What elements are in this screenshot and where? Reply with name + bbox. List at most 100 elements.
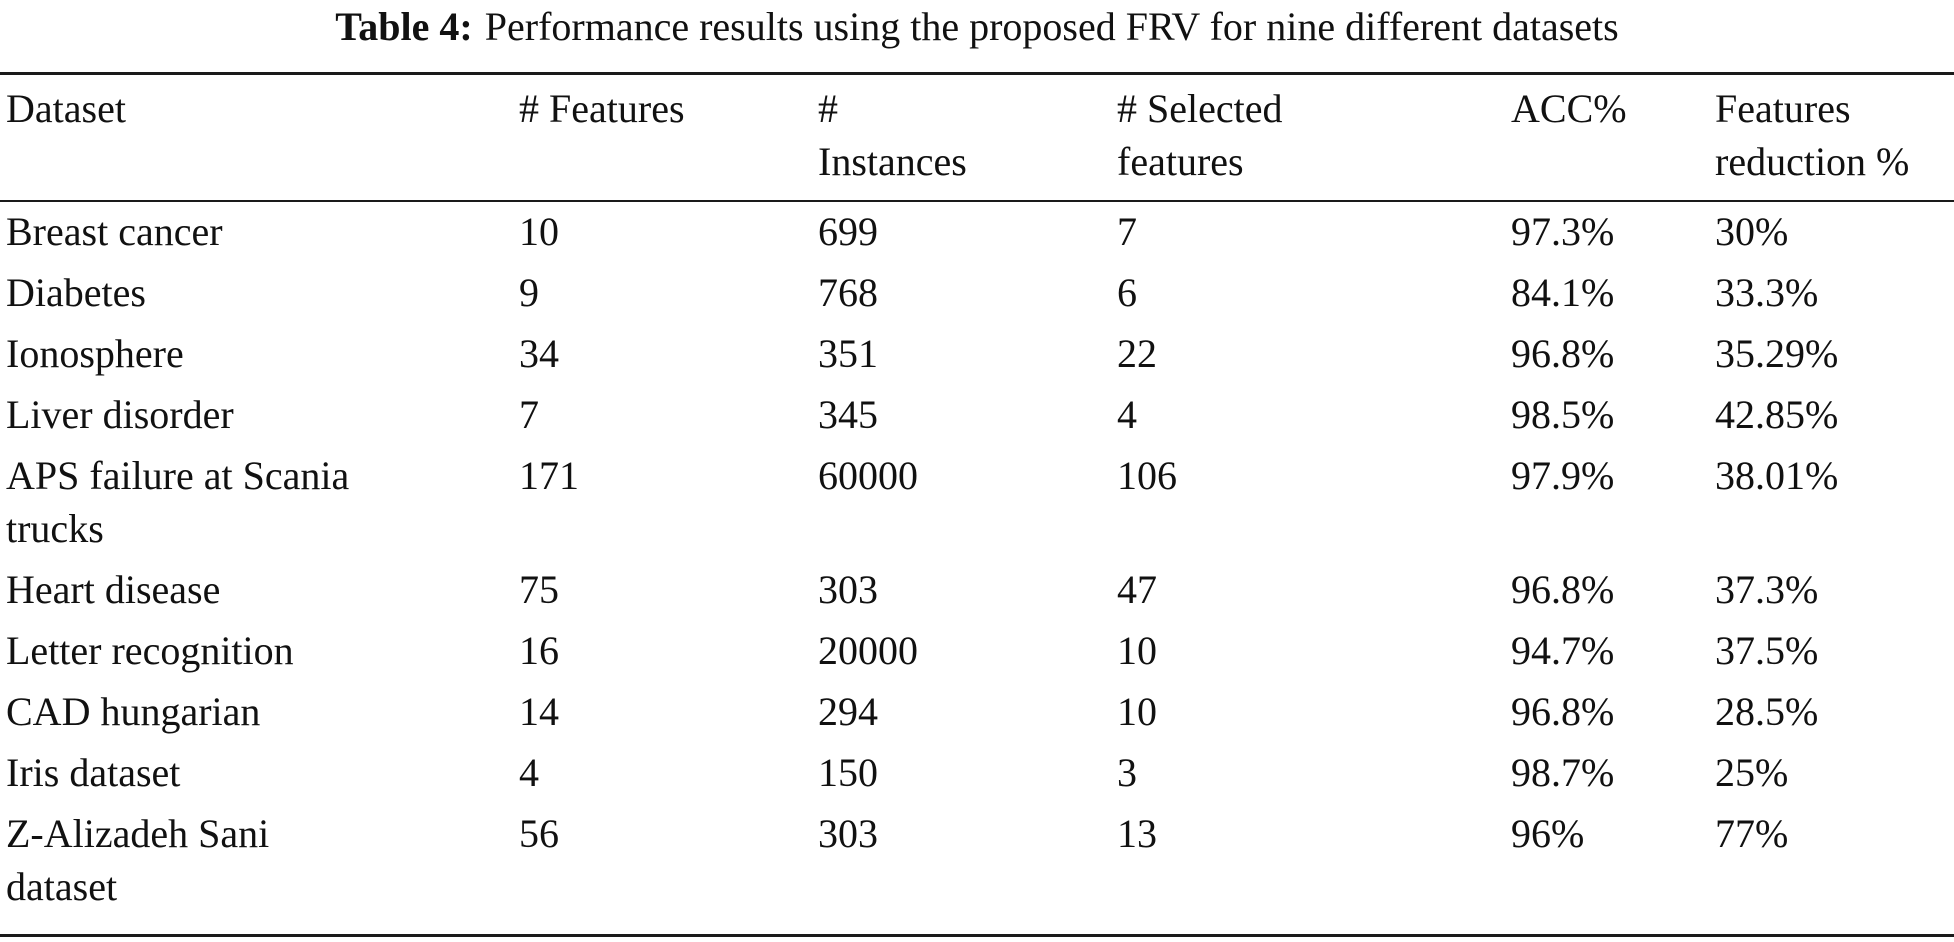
cell-dataset: Letter recognition bbox=[0, 624, 513, 685]
column-header-line: ACC% bbox=[1511, 86, 1627, 131]
cell-instances: 699 bbox=[818, 209, 878, 254]
column-header-acc: ACC% bbox=[1505, 74, 1709, 191]
table-row: Heart disease 75 303 47 96.8% 37.3% bbox=[0, 563, 1954, 624]
cell-acc: 98.5% bbox=[1511, 392, 1615, 437]
table-row: Ionosphere 34 351 22 96.8% 35.29% bbox=[0, 327, 1954, 388]
cell-dataset: Breast cancer bbox=[0, 191, 513, 266]
cell-instances: 20000 bbox=[818, 628, 918, 673]
cell-instances: 351 bbox=[818, 331, 878, 376]
cell-features-reduction: 42.85% bbox=[1715, 392, 1839, 437]
cell-instances: 303 bbox=[818, 567, 878, 612]
cell-line: CAD hungarian bbox=[6, 689, 261, 734]
cell-acc: 94.7% bbox=[1511, 628, 1615, 673]
cell-instances: 768 bbox=[818, 270, 878, 315]
table-row: Diabetes 9 768 6 84.1% 33.3% bbox=[0, 266, 1954, 327]
cell-line: Letter recognition bbox=[6, 628, 294, 673]
cell-acc: 97.3% bbox=[1511, 209, 1615, 254]
cell-line: Z-Alizadeh Sani bbox=[6, 811, 270, 856]
cell-dataset: APS failure at Scania trucks bbox=[0, 449, 513, 563]
column-header-features: # Features bbox=[513, 74, 812, 191]
cell-line: Iris dataset bbox=[6, 750, 181, 795]
cell-instances: 60000 bbox=[818, 453, 918, 498]
cell-line: Heart disease bbox=[6, 567, 221, 612]
table-row: Letter recognition 16 20000 10 94.7% 37.5% bbox=[0, 624, 1954, 685]
cell-selected-features: 10 bbox=[1117, 628, 1157, 673]
column-header-line: # Selected bbox=[1117, 86, 1283, 131]
cell-features: 56 bbox=[519, 811, 559, 856]
cell-acc: 98.7% bbox=[1511, 750, 1615, 795]
cell-dataset: Iris dataset bbox=[0, 746, 513, 807]
cell-line: Breast cancer bbox=[6, 209, 223, 254]
cell-line: dataset bbox=[6, 864, 118, 909]
cell-features: 16 bbox=[519, 628, 559, 673]
cell-selected-features: 22 bbox=[1117, 331, 1157, 376]
cell-features: 14 bbox=[519, 689, 559, 734]
cell-dataset: Heart disease bbox=[0, 563, 513, 624]
cell-features: 4 bbox=[519, 750, 539, 795]
cell-selected-features: 106 bbox=[1117, 453, 1177, 498]
table-row: APS failure at Scania trucks 171 60000 106 97… bbox=[0, 449, 1954, 563]
cell-selected-features: 10 bbox=[1117, 689, 1157, 734]
column-header-line: Instances bbox=[818, 139, 967, 184]
column-header-line: reduction % bbox=[1715, 139, 1910, 184]
cell-selected-features: 3 bbox=[1117, 750, 1137, 795]
table-header-rule bbox=[0, 200, 1954, 202]
cell-features-reduction: 33.3% bbox=[1715, 270, 1819, 315]
table-body: Breast cancer 10 699 7 97.3% 30% Diabetes 9 768 6… bbox=[0, 191, 1954, 921]
column-header-instances: # Instances bbox=[812, 74, 1111, 191]
cell-features: 10 bbox=[519, 209, 559, 254]
cell-instances: 294 bbox=[818, 689, 878, 734]
column-header-dataset: Dataset bbox=[0, 74, 513, 191]
cell-dataset: CAD hungarian bbox=[0, 685, 513, 746]
table-bottom-rule bbox=[0, 934, 1954, 937]
cell-dataset: Ionosphere bbox=[0, 327, 513, 388]
caption-text: Performance results using the proposed F… bbox=[484, 4, 1619, 49]
column-header-line: Dataset bbox=[6, 86, 126, 131]
cell-features-reduction: 77% bbox=[1715, 811, 1789, 856]
cell-dataset: Liver disorder bbox=[0, 388, 513, 449]
cell-features-reduction: 38.01% bbox=[1715, 453, 1839, 498]
cell-features: 7 bbox=[519, 392, 539, 437]
cell-features: 75 bbox=[519, 567, 559, 612]
cell-features-reduction: 25% bbox=[1715, 750, 1789, 795]
cell-acc: 96.8% bbox=[1511, 331, 1615, 376]
table-row: Breast cancer 10 699 7 97.3% 30% bbox=[0, 191, 1954, 266]
cell-features-reduction: 37.3% bbox=[1715, 567, 1819, 612]
cell-acc: 96.8% bbox=[1511, 567, 1615, 612]
cell-features: 34 bbox=[519, 331, 559, 376]
column-header-selected-features: # Selected features bbox=[1111, 74, 1505, 191]
cell-selected-features: 13 bbox=[1117, 811, 1157, 856]
column-header-line: Features bbox=[1715, 86, 1851, 131]
table-row: Z-Alizadeh Sani dataset 56 303 13 96% 77% bbox=[0, 807, 1954, 921]
cell-dataset: Z-Alizadeh Sani dataset bbox=[0, 807, 513, 921]
table-row: CAD hungarian 14 294 10 96.8% 28.5% bbox=[0, 685, 1954, 746]
cell-acc: 97.9% bbox=[1511, 453, 1615, 498]
results-table: Dataset # Features # Instances # Selected fea… bbox=[0, 74, 1954, 921]
cell-features: 9 bbox=[519, 270, 539, 315]
cell-features: 171 bbox=[519, 453, 579, 498]
column-header-features-reduction: Features reduction % bbox=[1709, 74, 1954, 191]
cell-selected-features: 6 bbox=[1117, 270, 1137, 315]
cell-features-reduction: 35.29% bbox=[1715, 331, 1839, 376]
cell-line: APS failure at Scania bbox=[6, 453, 350, 498]
cell-line: Diabetes bbox=[6, 270, 146, 315]
cell-features-reduction: 28.5% bbox=[1715, 689, 1819, 734]
cell-features-reduction: 30% bbox=[1715, 209, 1789, 254]
cell-line: trucks bbox=[6, 506, 104, 551]
cell-selected-features: 47 bbox=[1117, 567, 1157, 612]
cell-selected-features: 4 bbox=[1117, 392, 1137, 437]
header-row: Dataset # Features # Instances # Selected fea… bbox=[0, 74, 1954, 191]
cell-features-reduction: 37.5% bbox=[1715, 628, 1819, 673]
cell-acc: 96% bbox=[1511, 811, 1585, 856]
table-row: Liver disorder 7 345 4 98.5% 42.85% bbox=[0, 388, 1954, 449]
table-header: Dataset # Features # Instances # Selected fea… bbox=[0, 74, 1954, 191]
cell-instances: 150 bbox=[818, 750, 878, 795]
cell-selected-features: 7 bbox=[1117, 209, 1137, 254]
cell-dataset: Diabetes bbox=[0, 266, 513, 327]
table-top-rule bbox=[0, 72, 1954, 75]
column-header-line: features bbox=[1117, 139, 1244, 184]
table-row: Iris dataset 4 150 3 98.7% 25% bbox=[0, 746, 1954, 807]
table-caption: Table 4: Performance results using the pr… bbox=[0, 2, 1954, 52]
column-header-line: # Features bbox=[519, 86, 685, 131]
caption-label: Table 4: bbox=[335, 4, 473, 49]
